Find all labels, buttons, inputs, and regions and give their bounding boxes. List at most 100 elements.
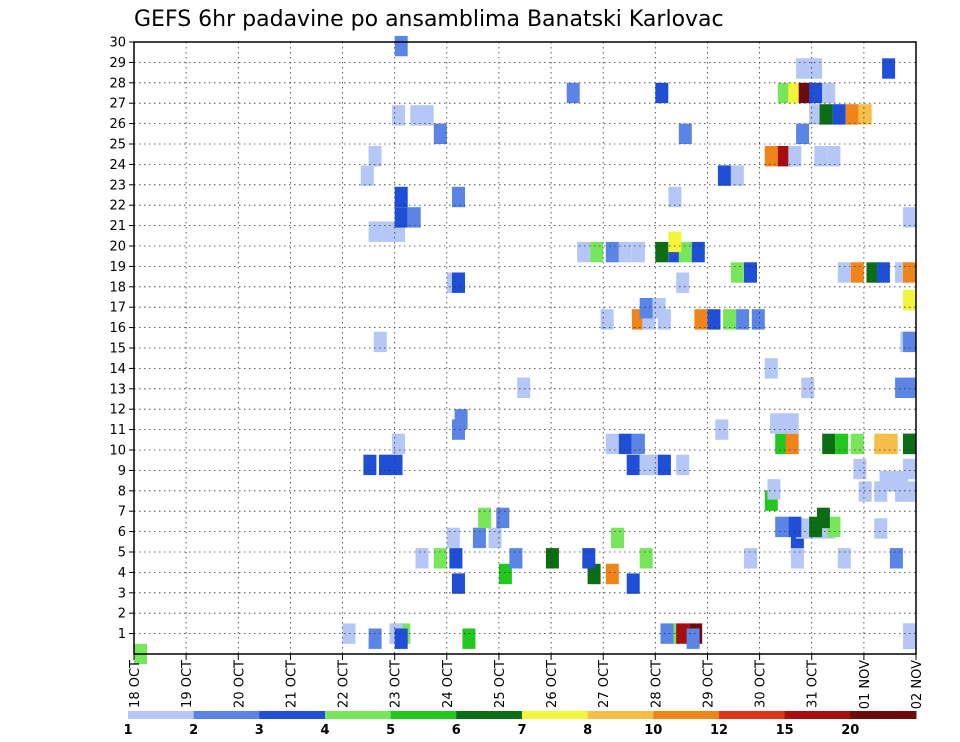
heatmap-cell xyxy=(796,123,810,144)
heatmap-cell xyxy=(715,419,729,440)
heatmap-cell xyxy=(736,309,750,330)
y-tick-label: 13 xyxy=(109,382,126,397)
y-tick-label: 5 xyxy=(118,546,126,561)
colorbar-label: 5 xyxy=(386,723,395,738)
heatmap-cell xyxy=(790,548,804,569)
heatmap-cell xyxy=(767,479,781,500)
colorbar-swatch xyxy=(259,711,326,719)
heatmap-cell xyxy=(655,241,669,263)
heatmap-cell xyxy=(415,548,429,569)
heatmap-cell xyxy=(496,507,510,529)
x-tick-label: 25 OCT xyxy=(493,660,508,708)
heatmap-cell xyxy=(796,58,810,79)
heatmap-cell xyxy=(452,573,465,594)
heatmap-cell xyxy=(478,507,492,529)
heatmap-cell xyxy=(420,105,434,126)
heatmap-cell xyxy=(678,123,692,144)
x-tick-label: 01 NOV xyxy=(858,660,873,709)
x-tick-label: 21 OCT xyxy=(284,660,299,708)
heatmap-cell xyxy=(626,573,640,594)
heatmap-cell xyxy=(845,104,859,125)
colorbar-swatch xyxy=(193,711,260,719)
colorbar-swatch xyxy=(128,711,195,719)
heatmap-cell xyxy=(874,433,888,455)
heatmap-cell xyxy=(452,186,465,208)
heatmap-cells xyxy=(134,35,916,665)
heatmap-cell xyxy=(657,454,671,476)
y-tick-label: 14 xyxy=(109,362,126,377)
heatmap-cell xyxy=(488,527,502,549)
heatmap-cell xyxy=(582,548,596,569)
y-tick-label: 4 xyxy=(118,566,126,581)
heatmap-cell xyxy=(373,331,387,353)
grid-lines xyxy=(134,41,916,654)
heatmap-cell xyxy=(903,433,916,455)
heatmap-cell xyxy=(394,186,408,208)
heatmap-cell xyxy=(874,518,888,539)
colorbar-swatch xyxy=(719,711,786,719)
heatmap-cell xyxy=(717,165,731,186)
colorbar-label: 12 xyxy=(710,723,728,738)
colorbar-swatch xyxy=(653,711,720,719)
heatmap-cell xyxy=(639,548,653,569)
heatmap-cell xyxy=(827,516,841,538)
heatmap-cell xyxy=(509,548,523,569)
heatmap-cell xyxy=(850,433,864,455)
heatmap-cell xyxy=(788,82,802,104)
heatmap-cell xyxy=(822,82,836,104)
heatmap-cell xyxy=(723,309,737,330)
heatmap-cell xyxy=(389,454,403,476)
heatmap-cell xyxy=(903,628,916,649)
heatmap-cell xyxy=(903,262,916,283)
y-tick-label: 27 xyxy=(109,97,126,112)
heatmap-cell xyxy=(517,377,531,398)
heatmap-cell xyxy=(545,548,559,569)
heatmap-cell xyxy=(777,146,791,167)
heatmap-cell xyxy=(668,231,682,253)
colorbar-label: 1 xyxy=(123,723,132,738)
x-tick-label: 22 OCT xyxy=(337,660,352,708)
heatmap-cell xyxy=(686,628,700,649)
heatmap-cell xyxy=(814,146,828,167)
y-tick-label: 15 xyxy=(109,342,126,357)
heatmap-cell xyxy=(368,146,382,167)
heatmap-cell xyxy=(626,454,640,476)
heatmap-cell xyxy=(798,82,812,104)
heatmap-cell xyxy=(835,433,849,455)
heatmap-cell xyxy=(903,331,916,353)
heatmap-cell xyxy=(889,548,903,569)
heatmap-cell xyxy=(566,82,580,104)
heatmap-cell xyxy=(788,516,802,538)
heatmap-cell xyxy=(433,123,447,144)
y-tick-label: 18 xyxy=(109,280,126,295)
x-tick-label: 24 OCT xyxy=(441,660,456,708)
heatmap-cell xyxy=(744,262,757,283)
heatmap-cell xyxy=(454,409,468,430)
heatmap-cell xyxy=(639,298,653,319)
y-tick-label: 22 xyxy=(109,199,126,214)
heatmap-cell xyxy=(379,454,392,476)
heatmap-cell xyxy=(368,628,382,649)
y-tick-label: 28 xyxy=(109,76,126,91)
heatmap-cell xyxy=(827,146,841,167)
chart-title: GEFS 6hr padavine po ansamblima Banatski… xyxy=(134,7,724,32)
heatmap-cell xyxy=(903,207,916,228)
x-tick-label: 23 OCT xyxy=(389,660,404,708)
heatmap-cell xyxy=(785,413,799,434)
heatmap-cell xyxy=(785,433,799,455)
heatmap-cell xyxy=(605,241,619,263)
x-tick-label: 29 OCT xyxy=(702,660,717,708)
heatmap-cell xyxy=(600,309,614,330)
heatmap-cell xyxy=(611,527,624,549)
heatmap-cell xyxy=(858,481,872,502)
heatmap-cell xyxy=(446,527,460,549)
heatmap-cell xyxy=(660,623,674,644)
colorbar-label: 6 xyxy=(452,723,461,738)
heatmap-cell xyxy=(884,433,898,455)
heatmap-cell xyxy=(381,221,395,242)
heatmap-cell xyxy=(751,309,765,330)
y-tick-label: 25 xyxy=(109,138,126,153)
x-tick-label: 31 OCT xyxy=(806,660,821,708)
heatmap-cell xyxy=(498,563,512,585)
colorbar-swatch xyxy=(390,711,457,719)
